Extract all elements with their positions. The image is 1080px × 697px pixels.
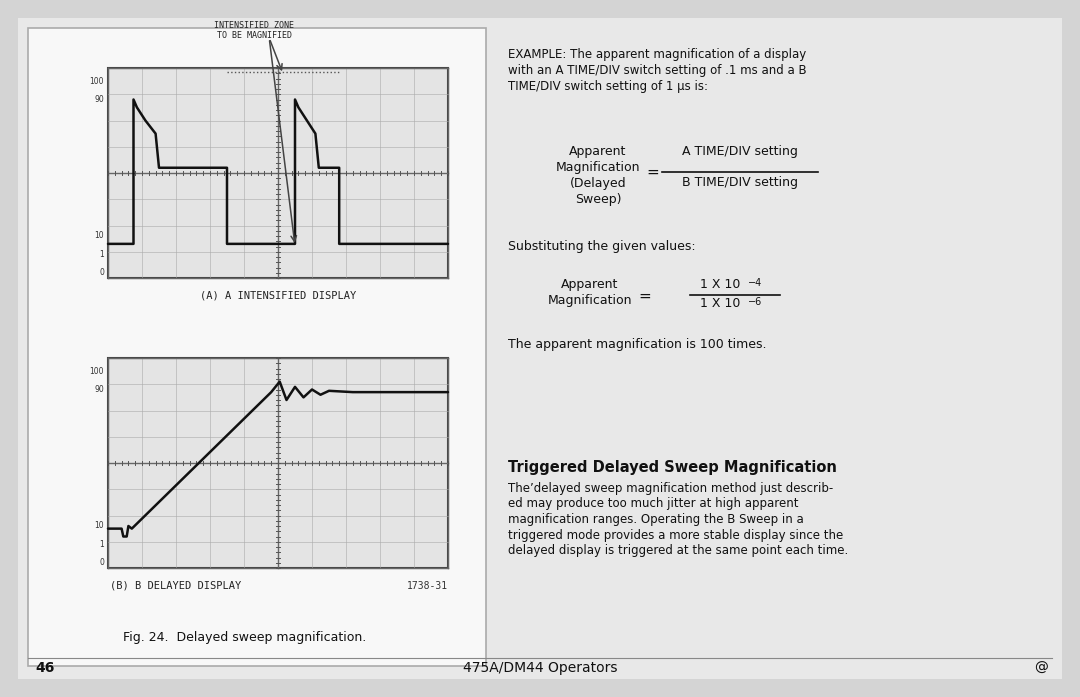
Text: 10: 10: [94, 231, 104, 240]
Text: 475A/DM44 Operators: 475A/DM44 Operators: [462, 661, 618, 675]
Text: delayed display is triggered at the same point each time.: delayed display is triggered at the same…: [508, 544, 848, 557]
Text: Magnification: Magnification: [556, 161, 640, 174]
Text: 90: 90: [94, 95, 104, 104]
Text: 46: 46: [35, 661, 54, 675]
Text: 1 X 10: 1 X 10: [700, 297, 741, 310]
Text: magnification ranges. Operating the B Sweep in a: magnification ranges. Operating the B Sw…: [508, 513, 804, 526]
Bar: [108, 358, 448, 568]
Text: Substituting the given values:: Substituting the given values:: [508, 240, 696, 253]
Text: 1738-31: 1738-31: [407, 581, 448, 591]
Text: 1: 1: [99, 250, 104, 259]
Text: @: @: [1035, 661, 1048, 675]
Text: 90: 90: [94, 385, 104, 394]
Text: 100: 100: [90, 77, 104, 86]
Text: The apparent magnification is 100 times.: The apparent magnification is 100 times.: [508, 338, 767, 351]
Text: ed may produce too much jitter at high apparent: ed may produce too much jitter at high a…: [508, 498, 798, 510]
Text: Sweep): Sweep): [575, 193, 621, 206]
Text: 1: 1: [99, 540, 104, 549]
Text: A TIME/DIV setting: A TIME/DIV setting: [683, 145, 798, 158]
Text: 10: 10: [94, 521, 104, 530]
Text: Triggered Delayed Sweep Magnification: Triggered Delayed Sweep Magnification: [508, 460, 837, 475]
Text: =: =: [638, 289, 651, 303]
Text: 1 X 10: 1 X 10: [700, 278, 741, 291]
Text: Apparent: Apparent: [562, 278, 619, 291]
Bar: [108, 68, 448, 278]
Text: TIME/DIV switch setting of 1 μs is:: TIME/DIV switch setting of 1 μs is:: [508, 80, 708, 93]
Text: −6: −6: [748, 297, 762, 307]
Text: triggered mode provides a more stable display since the: triggered mode provides a more stable di…: [508, 528, 843, 542]
Text: Fig. 24.  Delayed sweep magnification.: Fig. 24. Delayed sweep magnification.: [123, 631, 366, 645]
Text: 0: 0: [99, 558, 104, 567]
Text: EXAMPLE: The apparent magnification of a display: EXAMPLE: The apparent magnification of a…: [508, 48, 807, 61]
Text: with an A TIME/DIV switch setting of .1 ms and a B: with an A TIME/DIV switch setting of .1 …: [508, 64, 807, 77]
Text: 100: 100: [90, 367, 104, 376]
Text: The’delayed sweep magnification method just describ-: The’delayed sweep magnification method j…: [508, 482, 834, 495]
Text: Magnification: Magnification: [548, 294, 632, 307]
Text: B TIME/DIV setting: B TIME/DIV setting: [681, 176, 798, 189]
Text: INTENSIFIED ZONE
TO BE MAGNIFIED: INTENSIFIED ZONE TO BE MAGNIFIED: [214, 21, 294, 40]
Text: (B) B DELAYED DISPLAY: (B) B DELAYED DISPLAY: [110, 581, 241, 591]
Text: −4: −4: [748, 278, 762, 288]
Text: (A) A INTENSIFIED DISPLAY: (A) A INTENSIFIED DISPLAY: [200, 291, 356, 301]
Text: (Delayed: (Delayed: [569, 177, 626, 190]
Text: Apparent: Apparent: [569, 145, 626, 158]
Text: 0: 0: [99, 268, 104, 277]
Bar: [28, 28, 486, 666]
Text: =: =: [647, 164, 660, 180]
